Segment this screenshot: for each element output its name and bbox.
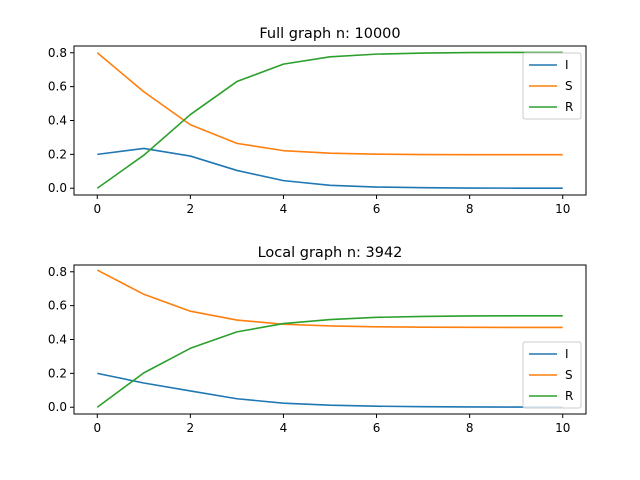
- y-tick-label: 0.0: [48, 181, 67, 195]
- y-tick-label: 0.8: [48, 265, 67, 279]
- x-tick-label: 4: [280, 421, 288, 435]
- legend: ISR: [522, 341, 582, 409]
- ticks-layer: 0 2 4 6 8 10 0.0 0.2 0.4 0.6 0.8: [48, 46, 570, 216]
- series-line-i: [97, 147, 563, 189]
- x-tick-label: 2: [187, 202, 195, 216]
- x-tick-label: 6: [373, 202, 381, 216]
- series-line-s: [96, 52, 563, 156]
- x-tick-label: 2: [187, 421, 195, 435]
- local-graph-chart: Local graph n: 3942 0 2 4 6 8 100.00.20.40.60…: [48, 245, 587, 435]
- legend-label-s: S: [565, 368, 573, 382]
- legend-label-r: R: [565, 389, 573, 403]
- x-tick-label: 6: [373, 421, 381, 435]
- axes-frame: [73, 45, 587, 196]
- series-layer: [96, 269, 563, 408]
- chart-title: Full graph n: 10000: [259, 26, 400, 42]
- y-tick-label: 0.2: [48, 366, 67, 380]
- legend-label-i: I: [565, 58, 569, 72]
- y-tick-label: 0.4: [48, 333, 67, 347]
- ticks-layer: 0 2 4 6 8 10 0.0 0.2 0.4 0.6 0.8: [48, 265, 570, 435]
- y-tick-label: 0.8: [48, 46, 67, 60]
- x-tick-label: 10: [555, 202, 570, 216]
- x-tick-label: 8: [466, 421, 474, 435]
- y-tick-label: 0.2: [48, 147, 67, 161]
- chart-title: Local graph n: 3942: [258, 245, 403, 261]
- series-layer: [96, 51, 563, 189]
- series-line-r: [96, 314, 563, 408]
- y-tick-label: 0.6: [48, 299, 67, 313]
- x-tick-label: 8: [466, 202, 474, 216]
- series-line-s: [96, 269, 563, 329]
- y-tick-label: 0.6: [48, 80, 67, 94]
- x-tick-label: 0: [93, 421, 101, 435]
- legend-label-i: I: [565, 347, 569, 361]
- legend-label-s: S: [565, 79, 573, 93]
- x-tick-label: 0: [93, 202, 101, 216]
- series-line-i: [97, 372, 563, 408]
- x-tick-label: 4: [280, 202, 288, 216]
- legend: ISR: [522, 52, 582, 120]
- y-tick-label: 0.0: [48, 400, 67, 414]
- y-tick-label: 0.4: [48, 114, 67, 128]
- axes-frame: [73, 264, 587, 415]
- series-line-r: [96, 51, 563, 189]
- full-graph-chart: Full graph n: 10000 0 2 4 6 8 100.00.20.40.60…: [48, 26, 587, 216]
- legend-label-r: R: [565, 100, 573, 114]
- x-tick-label: 10: [555, 421, 570, 435]
